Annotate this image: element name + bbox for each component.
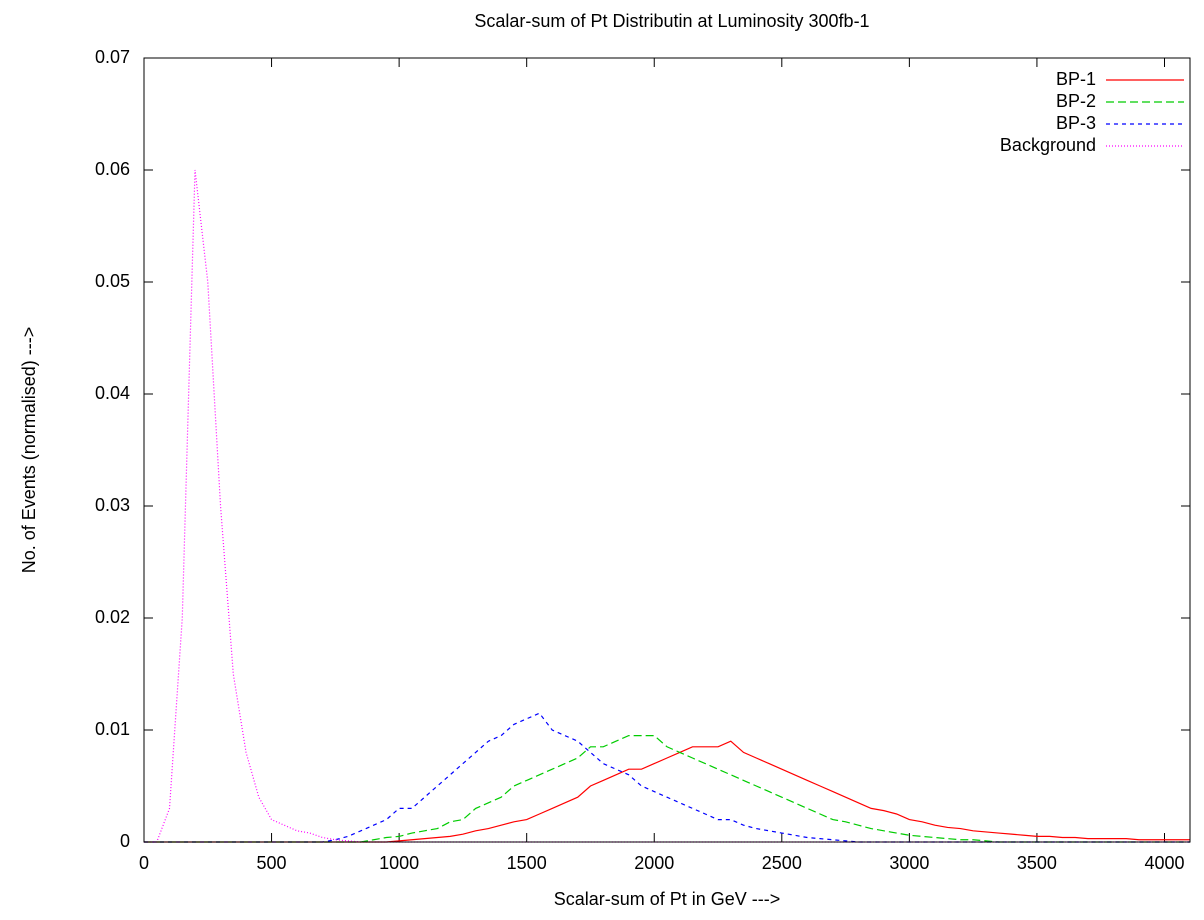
x-tick-label: 500 [257, 853, 287, 873]
chart-title: Scalar-sum of Pt Distributin at Luminosi… [474, 11, 869, 31]
legend-label: BP-1 [1056, 69, 1096, 89]
x-tick-label: 3500 [1017, 853, 1057, 873]
y-tick-label: 0.06 [95, 159, 130, 179]
x-tick-label: 1000 [379, 853, 419, 873]
x-tick-label: 1500 [507, 853, 547, 873]
y-tick-label: 0.05 [95, 271, 130, 291]
legend-label: BP-2 [1056, 91, 1096, 111]
y-tick-label: 0.04 [95, 383, 130, 403]
legend-label: Background [1000, 135, 1096, 155]
legend-label: BP-3 [1056, 113, 1096, 133]
y-tick-label: 0.07 [95, 47, 130, 67]
x-tick-label: 2500 [762, 853, 802, 873]
y-tick-label: 0.02 [95, 607, 130, 627]
x-tick-label: 2000 [634, 853, 674, 873]
x-tick-label: 3000 [889, 853, 929, 873]
y-axis-label: No. of Events (normalised) ---> [19, 327, 39, 574]
data-line [144, 712, 1190, 843]
y-tick-label: 0.03 [95, 495, 130, 515]
y-tick-label: 0 [120, 831, 130, 851]
y-tick-label: 0.01 [95, 719, 130, 739]
x-tick-label: 0 [139, 853, 149, 873]
x-tick-label: 4000 [1144, 853, 1184, 873]
x-axis-label: Scalar-sum of Pt in GeV ---> [554, 889, 781, 909]
plot-frame [143, 57, 1191, 843]
